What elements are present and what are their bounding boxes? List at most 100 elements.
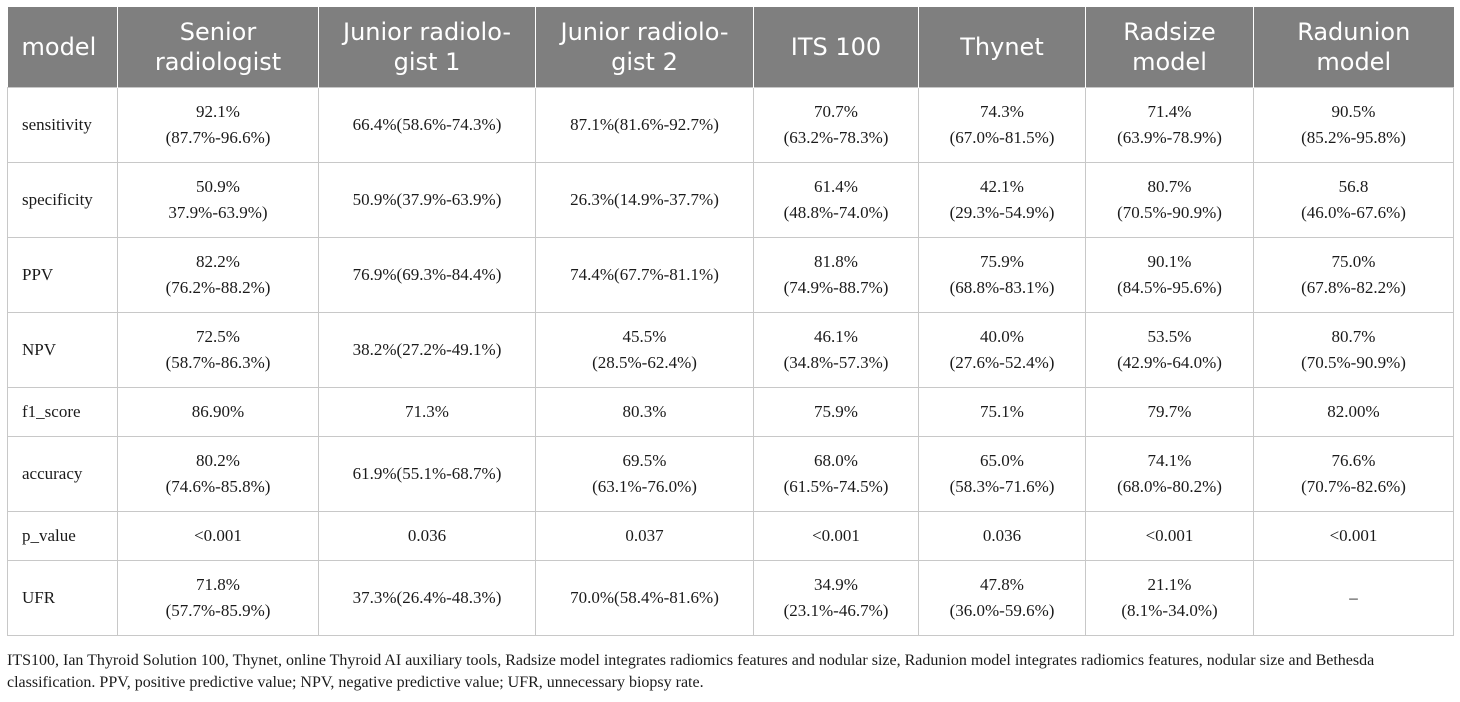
table-cell: 40.0% (27.6%-52.4%)	[918, 312, 1086, 388]
cell-text: 72.5%	[196, 327, 240, 346]
table-cell: 70.0%(58.4%-81.6%)	[535, 560, 754, 636]
cell-text: (68.8%-83.1%)	[949, 278, 1055, 297]
cell-text: 76.6%	[1331, 451, 1376, 470]
cell-text: 61.4%	[814, 177, 858, 196]
cell-text: 82.2%	[196, 252, 240, 271]
cell-text: 71.8%	[196, 575, 240, 594]
table-cell: 75.9%	[753, 387, 919, 437]
header-radunion-model: Radunion model	[1253, 7, 1454, 88]
cell-text: (61.5%-74.5%)	[783, 477, 889, 496]
table-cell: 65.0% (58.3%-71.6%)	[918, 436, 1086, 512]
cell-text: 47.8%	[980, 575, 1024, 594]
table-row: PPV 82.2% (76.2%-88.2%) 76.9%(69.3%-84.4%) 7…	[7, 237, 1454, 313]
table-cell: 50.9%(37.9%-63.9%)	[318, 162, 536, 238]
cell-text: (68.0%-80.2%)	[1117, 477, 1222, 496]
table-cell: <0.001	[1253, 511, 1454, 561]
table-row: f1_score 86.90% 71.3% 80.3% 75.9% 75.1% 79.7% 8…	[7, 387, 1454, 437]
table-cell: 70.7% (63.2%-78.3%)	[753, 87, 919, 163]
header-model: model	[7, 7, 118, 88]
table-cell: 74.3% (67.0%-81.5%)	[918, 87, 1086, 163]
cell-text: 79.7%	[1147, 402, 1192, 421]
table-cell: 75.1%	[918, 387, 1086, 437]
cell-text: (27.6%-52.4%)	[949, 353, 1055, 372]
cell-text: 80.3%	[622, 402, 667, 421]
table-row: UFR 71.8% (57.7%-85.9%) 37.3%(26.4%-48.3%) 7…	[7, 560, 1454, 636]
row-metric-label: accuracy	[7, 436, 118, 512]
cell-text: 74.3%	[980, 102, 1024, 121]
row-metric-label: p_value	[7, 511, 118, 561]
table-cell: 90.1% (84.5%-95.6%)	[1085, 237, 1254, 313]
table-cell: 74.4%(67.7%-81.1%)	[535, 237, 754, 313]
cell-text: (67.0%-81.5%)	[949, 128, 1055, 147]
row-metric-label: sensitivity	[7, 87, 118, 163]
table-cell: 50.9% 37.9%-63.9%)	[117, 162, 319, 238]
table-cell: 66.4%(58.6%-74.3%)	[318, 87, 536, 163]
table-cell: <0.001	[1085, 511, 1254, 561]
table-cell: 80.2% (74.6%-85.8%)	[117, 436, 319, 512]
cell-text: (85.2%-95.8%)	[1301, 128, 1406, 147]
cell-text: (76.2%-88.2%)	[165, 278, 271, 297]
cell-text: (8.1%-34.0%)	[1121, 601, 1218, 620]
row-metric-label: specificity	[7, 162, 118, 238]
cell-text: 50.9%(37.9%-63.9%)	[352, 190, 502, 209]
cell-text: (87.7%-96.6%)	[165, 128, 271, 147]
cell-text: 46.1%	[814, 327, 858, 346]
cell-text: <0.001	[812, 526, 860, 545]
cell-text: 42.1%	[980, 177, 1024, 196]
table-cell: 92.1% (87.7%-96.6%)	[117, 87, 319, 163]
cell-text: (67.8%-82.2%)	[1301, 278, 1406, 297]
cell-text: (70.5%-90.9%)	[1117, 203, 1222, 222]
table-row: sensitivity 92.1% (87.7%-96.6%) 66.4%(58.6%…	[7, 87, 1454, 163]
cell-text: 76.9%(69.3%-84.4%)	[352, 265, 502, 284]
cell-text: 56.8	[1338, 177, 1369, 196]
cell-text: (70.5%-90.9%)	[1301, 353, 1406, 372]
cell-text: (84.5%-95.6%)	[1117, 278, 1222, 297]
table-cell: 53.5% (42.9%-64.0%)	[1085, 312, 1254, 388]
table-cell: 71.3%	[318, 387, 536, 437]
table-cell: 72.5% (58.7%-86.3%)	[117, 312, 319, 388]
table-cell: 69.5% (63.1%-76.0%)	[535, 436, 754, 512]
table-cell: 75.9% (68.8%-83.1%)	[918, 237, 1086, 313]
table-cell: 56.8 (46.0%-67.6%)	[1253, 162, 1454, 238]
table-cell: 80.7% (70.5%-90.9%)	[1253, 312, 1454, 388]
cell-text: 50.9%	[196, 177, 240, 196]
cell-text: 61.9%(55.1%-68.7%)	[352, 464, 502, 483]
cell-text: 53.5%	[1147, 327, 1192, 346]
cell-text: 75.9%	[980, 252, 1024, 271]
cell-text: 0.036	[982, 526, 1022, 545]
cell-text: (70.7%-82.6%)	[1301, 477, 1406, 496]
cell-text: 37.3%(26.4%-48.3%)	[352, 588, 502, 607]
table-cell: 71.8% (57.7%-85.9%)	[117, 560, 319, 636]
table-cell: 34.9% (23.1%-46.7%)	[753, 560, 919, 636]
table-cell: 38.2%(27.2%-49.1%)	[318, 312, 536, 388]
cell-text: 80.2%	[196, 451, 240, 470]
cell-text: 74.1%	[1147, 451, 1192, 470]
table-cell: 74.1% (68.0%-80.2%)	[1085, 436, 1254, 512]
table-cell: 76.6% (70.7%-82.6%)	[1253, 436, 1454, 512]
cell-text: 45.5%	[622, 327, 667, 346]
cell-text: <0.001	[1329, 526, 1378, 545]
table-cell: 61.4% (48.8%-74.0%)	[753, 162, 919, 238]
results-table-container: model Senior radiologist Junior radiolo-g…	[7, 7, 1454, 636]
table-cell: 26.3%(14.9%-37.7%)	[535, 162, 754, 238]
table-cell: 87.1%(81.6%-92.7%)	[535, 87, 754, 163]
cell-text: (74.9%-88.7%)	[783, 278, 889, 297]
cell-text: 74.4%(67.7%-81.1%)	[570, 265, 719, 284]
table-cell: 82.2% (76.2%-88.2%)	[117, 237, 319, 313]
table-cell: 0.037	[535, 511, 754, 561]
cell-text: –	[1349, 588, 1358, 607]
table-cell: 47.8% (36.0%-59.6%)	[918, 560, 1086, 636]
cell-text: 65.0%	[980, 451, 1024, 470]
cell-text: 68.0%	[814, 451, 858, 470]
cell-text: (48.8%-74.0%)	[783, 203, 889, 222]
header-radsize-model: Radsize model	[1085, 7, 1254, 88]
cell-text: 34.9%	[814, 575, 858, 594]
cell-text: 90.1%	[1147, 252, 1192, 271]
cell-text: 71.4%	[1147, 102, 1192, 121]
table-footnote: ITS100, Ian Thyroid Solution 100, Thynet…	[7, 652, 1375, 691]
table-cell: 61.9%(55.1%-68.7%)	[318, 436, 536, 512]
row-metric-label: f1_score	[7, 387, 118, 437]
row-metric-label: NPV	[7, 312, 118, 388]
cell-text: (23.1%-46.7%)	[783, 601, 889, 620]
cell-text: 69.5%	[622, 451, 667, 470]
